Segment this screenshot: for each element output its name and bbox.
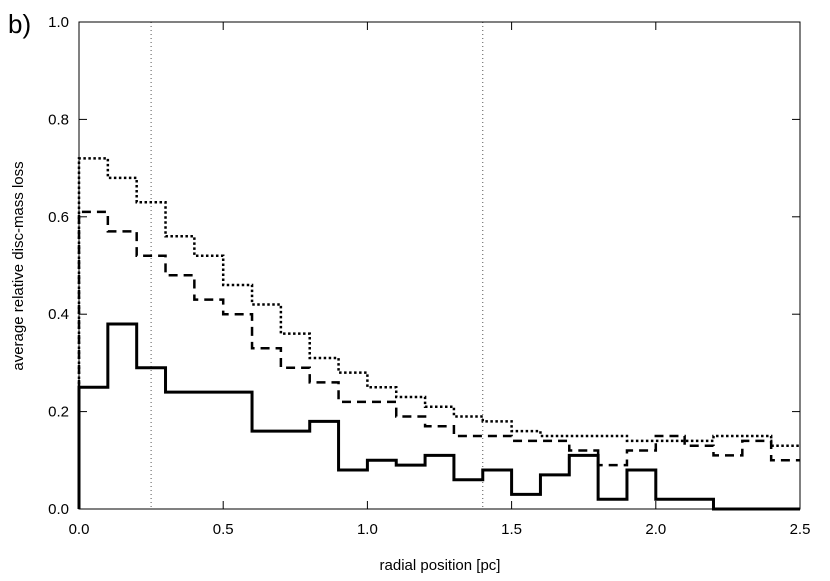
series-solid — [77, 322, 800, 511]
y-tick-label: 0.4 — [48, 306, 69, 323]
y-tick-label: 1.0 — [48, 14, 69, 31]
panel-label: b) — [8, 9, 31, 39]
plot-frame — [78, 21, 801, 510]
series-dashed — [77, 210, 800, 509]
y-tick-label: 0.0 — [48, 501, 69, 518]
y-tick-label: 0.8 — [48, 111, 69, 128]
x-tick-label: 1.5 — [501, 521, 522, 538]
y-axis-title: average relative disc-mass loss — [10, 161, 27, 370]
x-tick-label: 2.0 — [645, 521, 666, 538]
reference-lines — [150, 22, 484, 509]
x-axis-title: radial position [pc] — [380, 557, 501, 574]
y-tick-label: 0.6 — [48, 209, 69, 226]
x-axis: 0.0 0.5 1.0 1.5 2.0 2.5 — [69, 22, 811, 538]
x-tick-label: 2.5 — [790, 521, 811, 538]
y-tick-label: 0.2 — [48, 404, 69, 421]
series-dotted — [77, 157, 800, 509]
x-tick-label: 0.0 — [69, 521, 90, 538]
x-tick-label: 0.5 — [213, 521, 234, 538]
series-layer — [77, 157, 800, 511]
y-axis: 0.0 0.2 0.4 0.6 0.8 1.0 — [48, 14, 800, 518]
x-tick-label: 1.0 — [357, 521, 378, 538]
